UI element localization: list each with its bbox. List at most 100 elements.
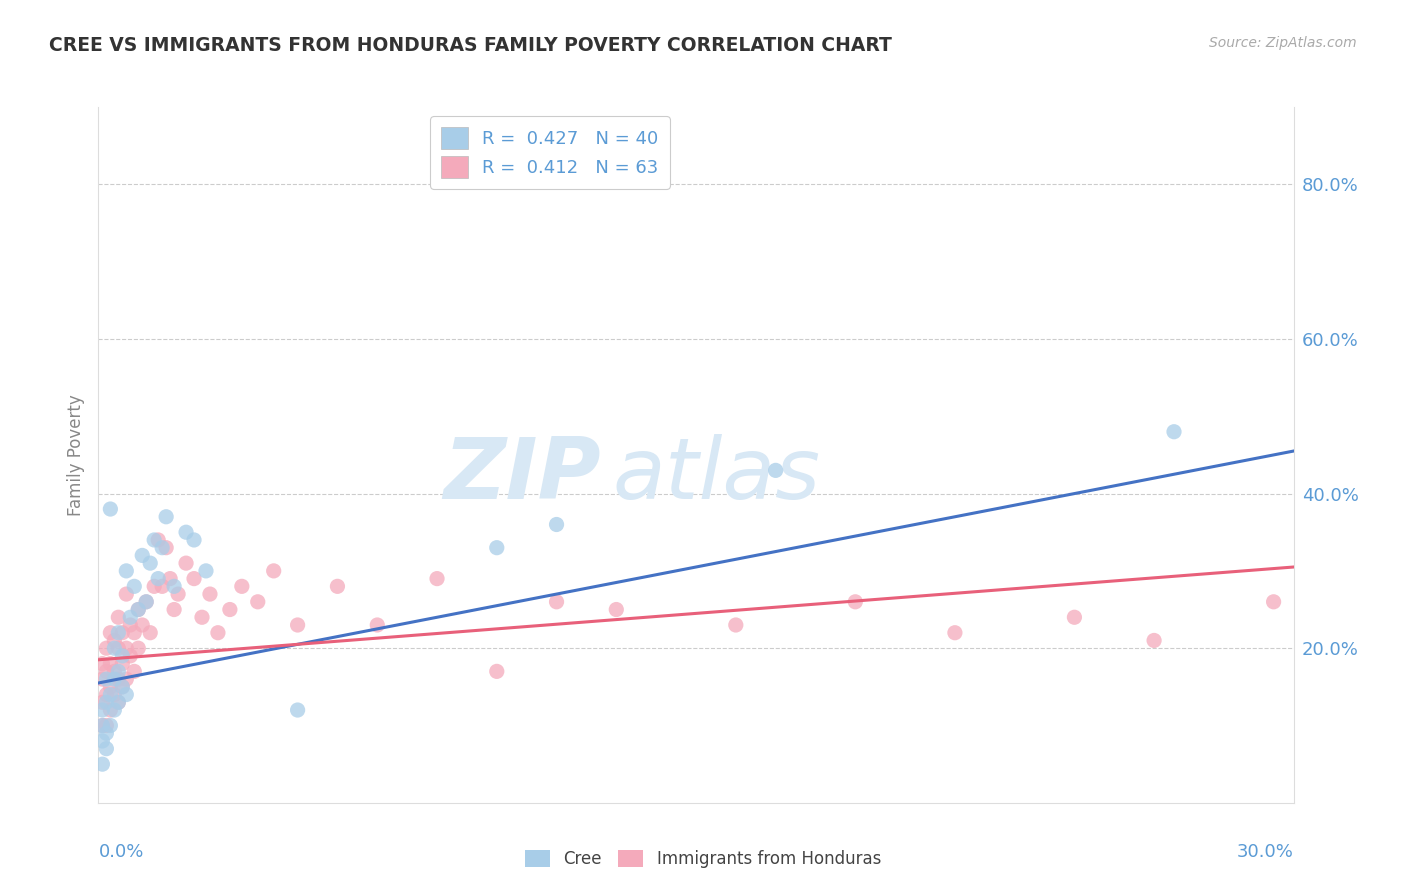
Point <box>124 625 146 640</box>
Point <box>943 625 966 640</box>
Point <box>96 641 118 656</box>
Point <box>111 680 134 694</box>
Point <box>115 564 138 578</box>
Point <box>135 595 157 609</box>
Point <box>91 734 114 748</box>
Text: atlas: atlas <box>612 434 820 517</box>
Point <box>103 688 125 702</box>
Point <box>107 695 129 709</box>
Point <box>124 579 146 593</box>
Point <box>98 502 122 516</box>
Point <box>91 703 114 717</box>
Point <box>765 463 787 477</box>
Point <box>174 556 197 570</box>
Point <box>1063 610 1085 624</box>
Point <box>485 665 508 679</box>
Point <box>111 680 134 694</box>
Point <box>91 757 114 772</box>
Point <box>111 625 134 640</box>
Point <box>174 525 197 540</box>
Point <box>98 680 122 694</box>
Point <box>96 695 118 709</box>
Point <box>143 533 166 547</box>
Point <box>120 618 142 632</box>
Point <box>135 595 157 609</box>
Point <box>485 541 508 555</box>
Point <box>143 579 166 593</box>
Point <box>91 718 114 732</box>
Point <box>150 579 173 593</box>
Point <box>98 688 122 702</box>
Point <box>1143 633 1166 648</box>
Text: ZIP: ZIP <box>443 434 600 517</box>
Point <box>167 587 190 601</box>
Point <box>139 625 162 640</box>
Point <box>287 618 309 632</box>
Point <box>115 641 138 656</box>
Point <box>546 595 568 609</box>
Point <box>131 618 153 632</box>
Point <box>115 688 138 702</box>
Y-axis label: Family Poverty: Family Poverty <box>66 394 84 516</box>
Point <box>91 672 114 686</box>
Point <box>148 533 170 547</box>
Point <box>231 579 253 593</box>
Point <box>107 672 129 686</box>
Point <box>263 564 285 578</box>
Text: 30.0%: 30.0% <box>1237 843 1294 861</box>
Point <box>163 602 186 616</box>
Point <box>103 641 125 656</box>
Point <box>844 595 866 609</box>
Point <box>605 602 627 616</box>
Point <box>139 556 162 570</box>
Point <box>103 703 125 717</box>
Point <box>115 587 138 601</box>
Point <box>120 648 142 663</box>
Point <box>127 602 149 616</box>
Point <box>207 625 229 640</box>
Point <box>148 572 170 586</box>
Point <box>103 672 125 686</box>
Point <box>103 665 125 679</box>
Point <box>91 695 114 709</box>
Point <box>183 572 205 586</box>
Point <box>1263 595 1285 609</box>
Point <box>194 564 218 578</box>
Point <box>98 657 122 671</box>
Point <box>163 579 186 593</box>
Point <box>246 595 269 609</box>
Text: CREE VS IMMIGRANTS FROM HONDURAS FAMILY POVERTY CORRELATION CHART: CREE VS IMMIGRANTS FROM HONDURAS FAMILY … <box>49 36 891 54</box>
Point <box>191 610 214 624</box>
Point <box>91 718 114 732</box>
Point <box>96 718 118 732</box>
Point <box>107 695 129 709</box>
Point <box>115 672 138 686</box>
Text: 0.0%: 0.0% <box>98 843 143 861</box>
Point <box>111 657 134 671</box>
Point <box>107 665 129 679</box>
Point <box>1163 425 1185 439</box>
Point <box>96 726 118 740</box>
Text: Source: ZipAtlas.com: Source: ZipAtlas.com <box>1209 36 1357 50</box>
Point <box>546 517 568 532</box>
Point <box>103 633 125 648</box>
Legend: Cree, Immigrants from Honduras: Cree, Immigrants from Honduras <box>519 843 887 875</box>
Point <box>111 648 134 663</box>
Point <box>127 641 149 656</box>
Point <box>96 672 118 686</box>
Point <box>724 618 747 632</box>
Point <box>159 572 181 586</box>
Point <box>287 703 309 717</box>
Point <box>107 610 129 624</box>
Point <box>183 533 205 547</box>
Point <box>107 641 129 656</box>
Point <box>96 665 118 679</box>
Point <box>96 741 118 756</box>
Point <box>91 657 114 671</box>
Point <box>98 718 122 732</box>
Point <box>96 688 118 702</box>
Point <box>219 602 242 616</box>
Point <box>366 618 388 632</box>
Point <box>198 587 221 601</box>
Point <box>120 610 142 624</box>
